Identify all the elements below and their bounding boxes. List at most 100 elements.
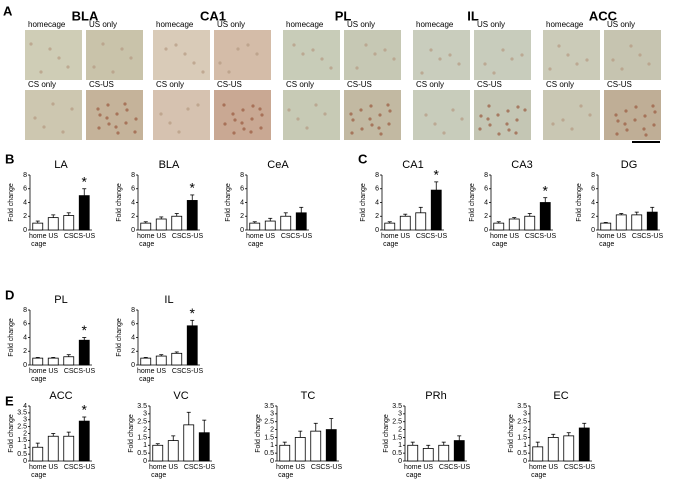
stained-cell bbox=[478, 127, 482, 131]
bar bbox=[171, 352, 183, 366]
stained-cell bbox=[177, 130, 181, 134]
x-tick-label: US bbox=[156, 233, 166, 240]
stained-cell bbox=[370, 123, 374, 127]
stained-cell bbox=[320, 57, 324, 61]
y-tick-label: 8 bbox=[240, 172, 244, 179]
micrograph bbox=[474, 90, 531, 140]
x-tick-label: CS-US bbox=[73, 233, 95, 240]
micrograph bbox=[604, 30, 661, 80]
y-tick-label: 4 bbox=[591, 199, 595, 206]
y-tick-label: 0 bbox=[240, 227, 244, 234]
condition-label: CS only bbox=[546, 80, 574, 89]
condition-label: CS only bbox=[156, 80, 184, 89]
bar bbox=[453, 440, 465, 462]
bar bbox=[547, 437, 559, 462]
bar bbox=[152, 444, 164, 462]
x-tick-label: CS-US bbox=[534, 233, 556, 240]
y-axis-label: Fold change bbox=[116, 318, 123, 357]
stained-cell bbox=[250, 117, 254, 121]
y-tick-label: 3 bbox=[143, 411, 147, 418]
y-tick-label: 2 bbox=[398, 426, 402, 433]
x-tick-line: home bbox=[137, 368, 155, 375]
stained-cell bbox=[242, 127, 246, 131]
y-tick-label: 6 bbox=[23, 321, 27, 328]
y-tick-label: 0.5 bbox=[392, 450, 402, 457]
bar bbox=[563, 435, 575, 462]
x-tick-label: US bbox=[548, 464, 558, 471]
stained-cell bbox=[329, 66, 333, 70]
stained-cell bbox=[497, 132, 501, 136]
stained-cell bbox=[642, 127, 646, 131]
y-tick-label: 0 bbox=[375, 227, 379, 234]
bar bbox=[63, 215, 75, 231]
x-tick-label: home cage bbox=[381, 233, 399, 248]
x-tick-label: CS-US bbox=[290, 233, 312, 240]
chart-title: CA1 bbox=[402, 159, 423, 171]
condition-label: US only bbox=[607, 20, 635, 29]
stained-cell bbox=[314, 103, 318, 107]
stained-cell bbox=[364, 43, 368, 47]
stained-cell bbox=[479, 114, 483, 118]
micrograph bbox=[344, 30, 401, 80]
stained-cell bbox=[561, 118, 565, 122]
bar bbox=[183, 424, 195, 462]
stained-cell bbox=[551, 122, 555, 126]
stained-cell bbox=[643, 114, 647, 118]
bar bbox=[532, 446, 544, 462]
stained-cell bbox=[515, 118, 519, 122]
y-tick-label: 0 bbox=[131, 227, 135, 234]
bar bbox=[32, 222, 44, 231]
condition-label: US only bbox=[477, 20, 505, 29]
stained-cell bbox=[520, 53, 524, 57]
x-tick-line: cage bbox=[29, 472, 46, 479]
region-title: BLA bbox=[72, 8, 99, 23]
x-tick-line: cage bbox=[490, 241, 507, 248]
stained-cell bbox=[296, 117, 300, 121]
stained-cell bbox=[116, 131, 120, 135]
condition-label: homecage bbox=[416, 20, 454, 29]
y-tick-label: 2.5 bbox=[17, 423, 27, 430]
bar bbox=[524, 215, 536, 231]
x-tick-label: CS-US bbox=[425, 233, 447, 240]
y-axis-label: Fold change bbox=[255, 414, 262, 453]
stained-cell bbox=[174, 43, 178, 47]
stained-cell bbox=[488, 123, 492, 127]
stained-cell bbox=[369, 104, 373, 108]
x-tick-label: CS bbox=[564, 464, 574, 471]
y-tick-label: 2 bbox=[591, 213, 595, 220]
x-tick-line: cage bbox=[246, 241, 263, 248]
stained-cell bbox=[183, 52, 187, 56]
y-tick-label: 6 bbox=[375, 186, 379, 193]
bar bbox=[47, 357, 59, 366]
stained-cell bbox=[349, 112, 353, 116]
y-tick-label: 4 bbox=[23, 199, 27, 206]
x-tick-line: cage bbox=[529, 472, 546, 479]
stained-cell bbox=[196, 103, 200, 107]
region-title: CA1 bbox=[200, 8, 226, 23]
region-title: ACC bbox=[589, 8, 618, 23]
bar bbox=[325, 429, 337, 462]
stained-cell bbox=[124, 121, 128, 125]
stained-cell bbox=[97, 126, 101, 130]
stained-cell bbox=[451, 108, 455, 112]
stained-cell bbox=[634, 105, 638, 109]
y-tick-label: 1.5 bbox=[517, 434, 527, 441]
y-tick-label: 2 bbox=[270, 426, 274, 433]
stained-cell bbox=[236, 47, 240, 51]
stained-cell bbox=[301, 52, 305, 56]
x-tick-label: US bbox=[48, 233, 58, 240]
x-tick-label: CS-US bbox=[448, 464, 470, 471]
stained-cell bbox=[585, 58, 589, 62]
y-tick-label: 3 bbox=[398, 411, 402, 418]
stained-cell bbox=[96, 107, 100, 111]
bar bbox=[140, 222, 152, 231]
stained-cell bbox=[570, 127, 574, 131]
chart-title: IL bbox=[164, 294, 173, 306]
x-tick-label: CS-US bbox=[181, 233, 203, 240]
chart-title: VC bbox=[173, 390, 188, 402]
stained-cell bbox=[360, 127, 364, 131]
y-tick-label: 2.5 bbox=[137, 419, 147, 426]
x-tick-label: CS bbox=[184, 464, 194, 471]
x-tick-label: CS bbox=[416, 233, 426, 240]
